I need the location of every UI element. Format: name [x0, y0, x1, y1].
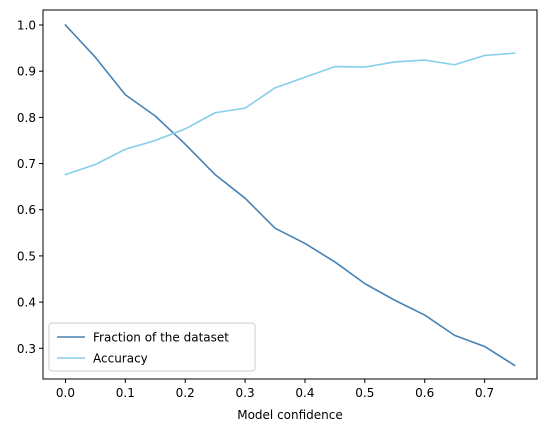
y-tick-label: 0.5: [17, 249, 36, 263]
x-tick-label: 0.3: [236, 386, 255, 400]
x-axis-label: Model confidence: [237, 408, 343, 422]
y-tick-label: 0.6: [17, 203, 36, 217]
y-tick-label: 0.4: [17, 296, 36, 310]
x-tick-label: 0.2: [176, 386, 195, 400]
series-line-accuracy: [64, 52, 516, 176]
x-tick-label: 0.4: [295, 386, 314, 400]
y-tick-label: 1.0: [17, 19, 36, 33]
y-tick-label: 0.3: [17, 342, 36, 356]
legend-label-fraction: Fraction of the dataset: [93, 331, 229, 345]
y-tick-label: 0.9: [17, 65, 36, 79]
y-tick-label: 0.7: [17, 157, 36, 171]
legend-box: [48, 322, 256, 372]
x-tick-label: 0.6: [415, 386, 434, 400]
legend: Fraction of the dataset Accuracy: [48, 322, 256, 372]
y-axis: 0.3 0.4 0.5 0.6 0.7 0.8 0.9 1.0: [17, 19, 43, 356]
x-tick-label: 0.0: [56, 386, 75, 400]
legend-label-accuracy: Accuracy: [93, 352, 148, 366]
x-tick-label: 0.1: [116, 386, 135, 400]
plot-area: [64, 23, 516, 367]
y-tick-label: 0.8: [17, 111, 36, 125]
x-tick-label: 0.5: [355, 386, 374, 400]
x-tick-label: 0.7: [475, 386, 494, 400]
axes-frame: [42, 9, 538, 380]
series-line-fraction: [64, 23, 516, 367]
x-axis: 0.0 0.1 0.2 0.3 0.4 0.5 0.6 0.7: [56, 379, 494, 400]
